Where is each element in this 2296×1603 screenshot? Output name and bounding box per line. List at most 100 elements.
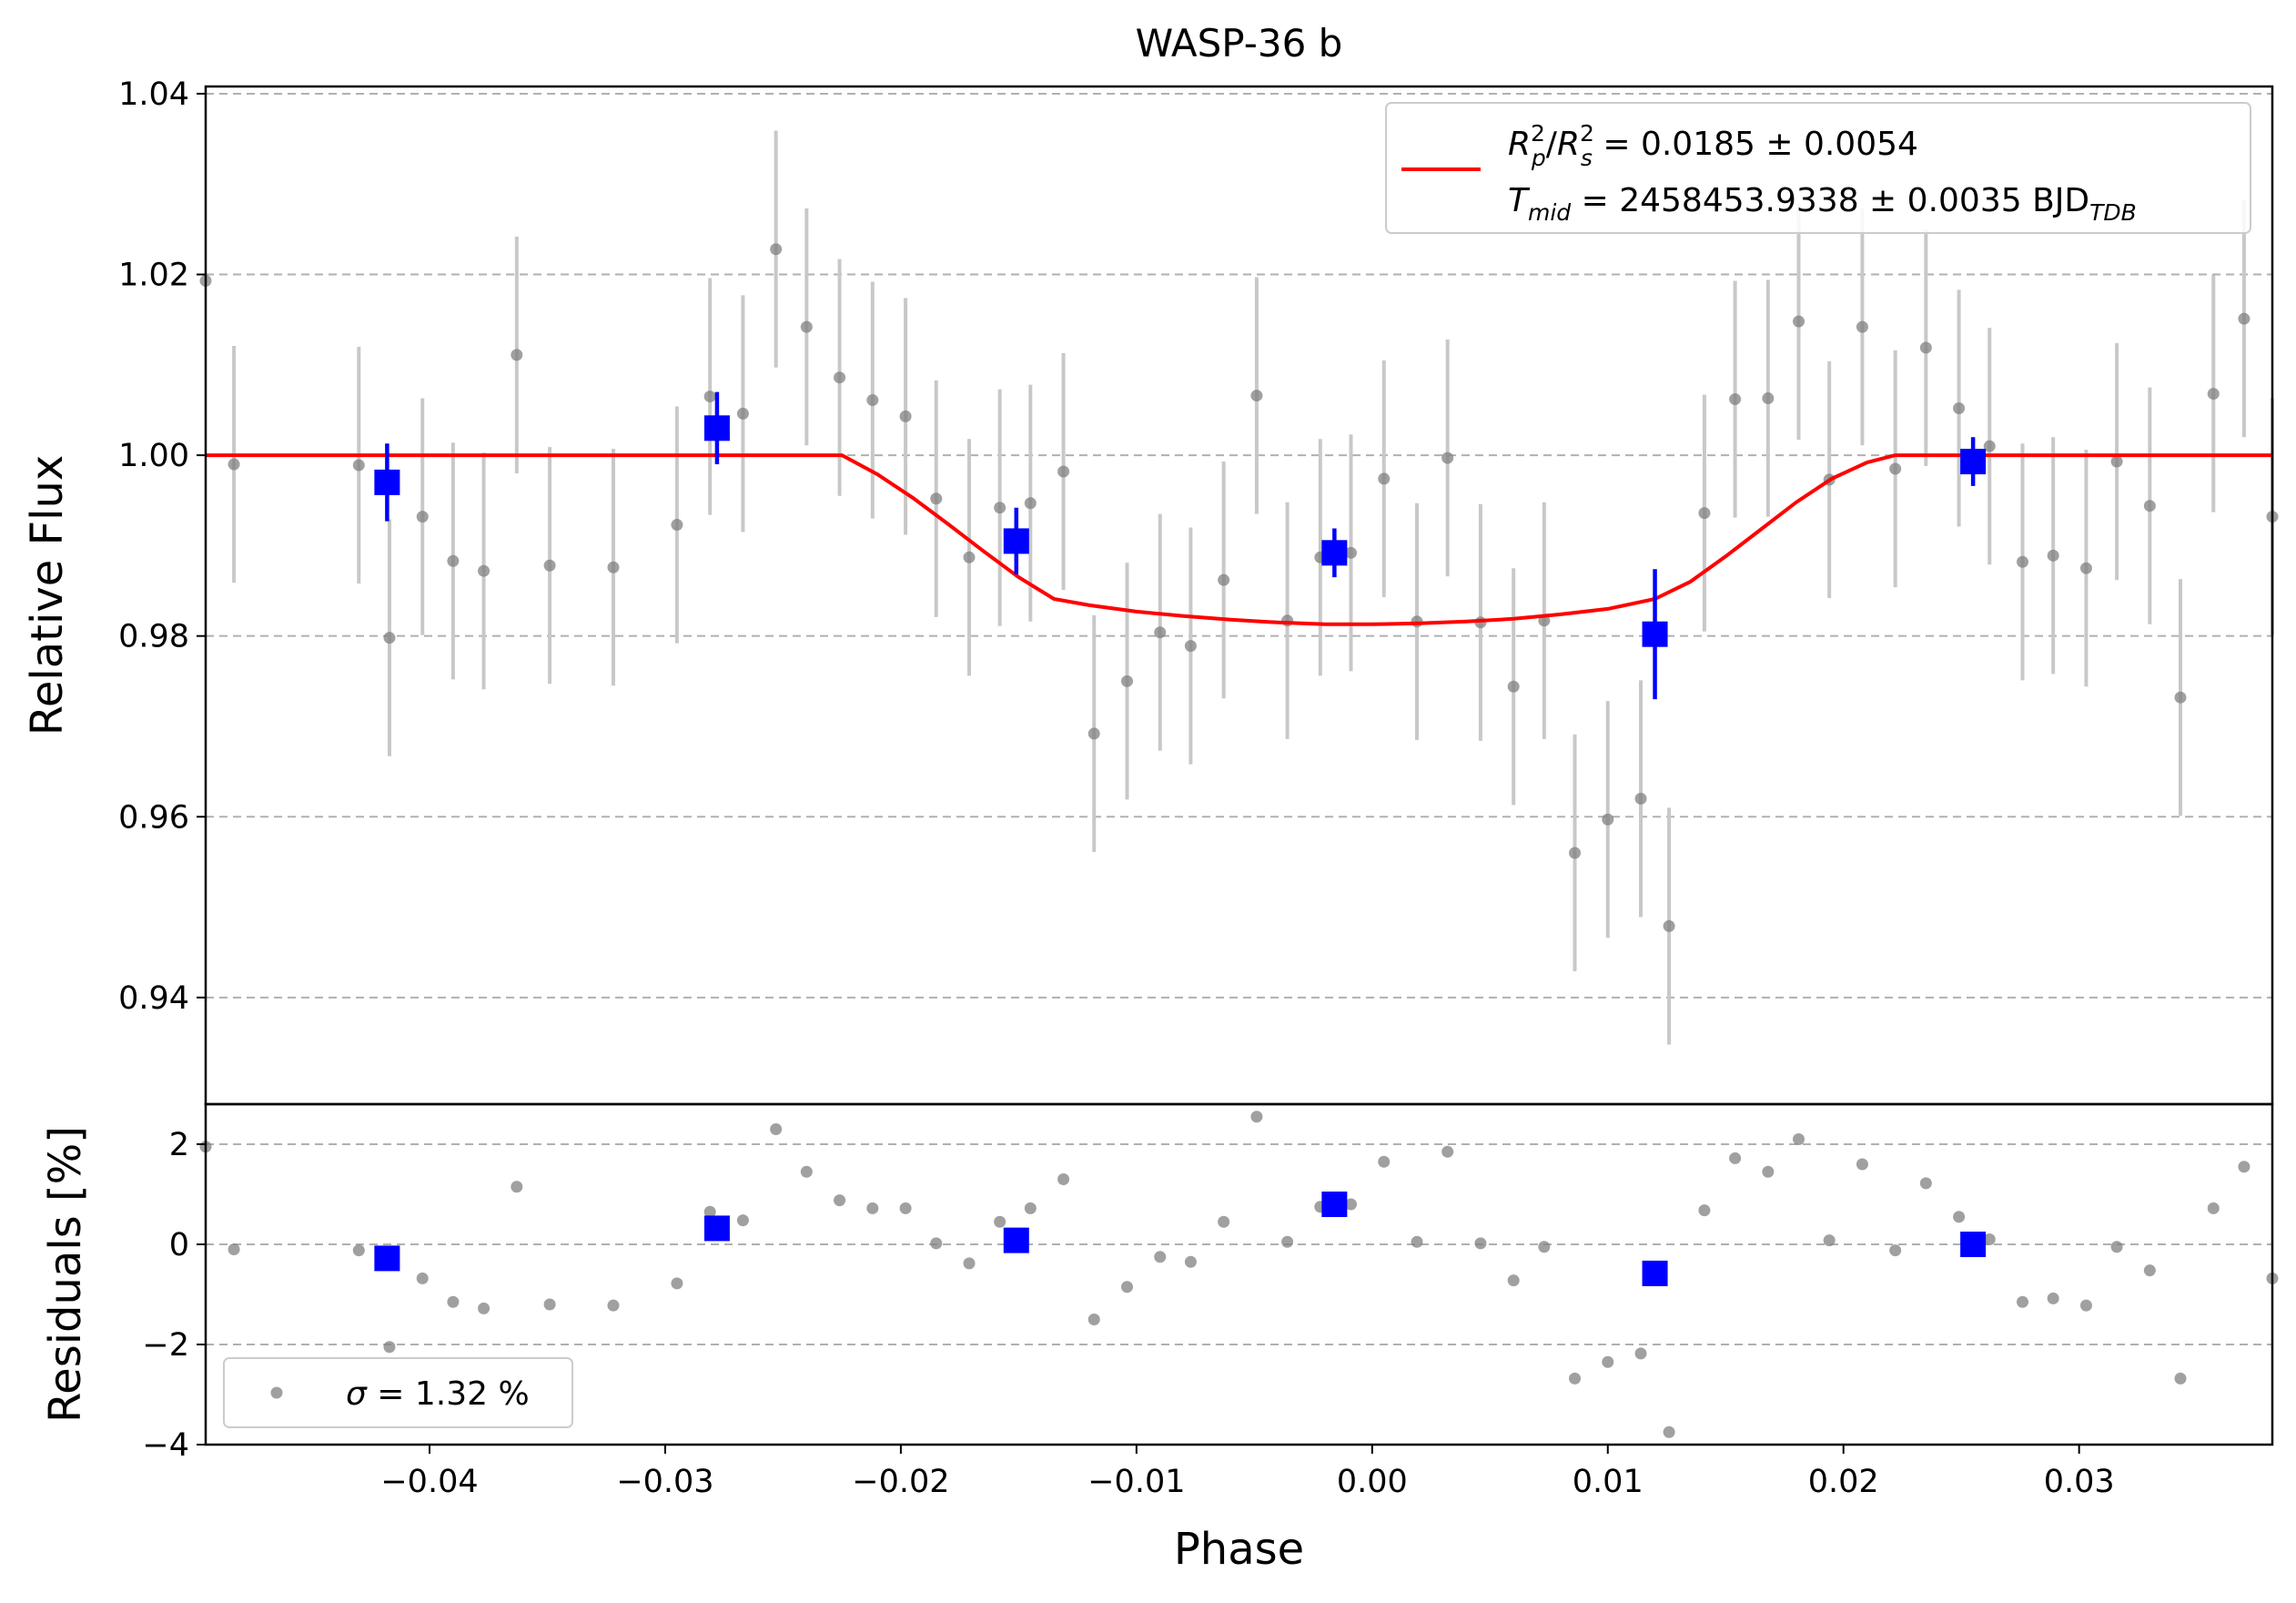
binned-point (1321, 540, 1348, 566)
residual-point (228, 1243, 240, 1255)
data-point (2207, 388, 2220, 401)
top-y-ticks: 0.94 0.96 0.98 1.00 1.02 1.04 (118, 76, 206, 1017)
residual-binned-point (1321, 1192, 1348, 1217)
data-point (2238, 312, 2250, 325)
residual-point (2110, 1241, 2123, 1253)
residual-point (1538, 1241, 1551, 1253)
data-point (930, 492, 943, 505)
residual-point (447, 1295, 460, 1308)
legend-radius-ratio: R2 p/R2 s = 0.0185 ± 0.0054 (1508, 120, 1918, 171)
residual-point (1184, 1255, 1197, 1268)
x-tick-label: 0.02 (1808, 1464, 1879, 1500)
data-point (1378, 472, 1391, 485)
residual-binned-point (374, 1245, 400, 1272)
residual-binned-point (1960, 1232, 1987, 1257)
residual-point (834, 1194, 846, 1207)
x-tick-label: −0.02 (852, 1464, 949, 1500)
data-point (2143, 500, 2156, 512)
data-point (1569, 847, 1582, 859)
bottom-y-tick-label: 2 (169, 1127, 189, 1163)
data-point (1634, 792, 1647, 805)
data-point (1953, 401, 1966, 414)
light-curve-panel: 0.94 0.96 0.98 1.00 1.02 1.04 WASP-36 b Relat… (22, 21, 2279, 1106)
bottom-y-ticks: −4 −2 0 2 (142, 1127, 206, 1464)
residual-point (1793, 1133, 1805, 1145)
legend-rs-symbol: R (1557, 126, 1580, 163)
legend-tmid-value: = 2458453.9338 ± 0.0035 BJD (1571, 182, 2089, 219)
legend-rp-sup: 2 (1531, 120, 1545, 147)
data-point (2079, 562, 2092, 574)
bottom-y-tick-label: −2 (142, 1327, 189, 1364)
data-point (1762, 392, 1775, 405)
top-binned-points (374, 391, 1987, 700)
residual-point (1411, 1235, 1423, 1248)
residual-point (800, 1165, 813, 1178)
residual-point (2017, 1295, 2029, 1308)
data-point (1120, 675, 1133, 687)
legend-radius-value: = 0.0185 ± 0.0054 (1593, 126, 1918, 163)
data-point (834, 371, 846, 384)
data-point (447, 554, 460, 567)
residual-point (1218, 1215, 1230, 1228)
transit-model-line (206, 453, 2272, 626)
sigma-legend-box (223, 1357, 573, 1428)
data-point (1057, 465, 1070, 478)
residual-point (1919, 1177, 1932, 1190)
residual-point (1441, 1145, 1454, 1158)
residual-point (2238, 1161, 2250, 1173)
data-point (352, 459, 365, 472)
residual-point (963, 1257, 976, 1270)
residual-binned-point (703, 1215, 730, 1242)
data-point (800, 320, 813, 333)
legend-tdb-sub: TDB (2089, 199, 2137, 226)
top-y-tick-label: 0.96 (118, 799, 189, 836)
data-point (736, 407, 749, 420)
residual-point (2143, 1264, 2156, 1277)
data-point (1889, 462, 1902, 475)
residual-point (2079, 1299, 2092, 1312)
x-tick-label: 0.03 (2044, 1464, 2115, 1500)
data-point (994, 502, 1006, 514)
top-y-tick-label: 0.94 (118, 980, 189, 1017)
x-axis-label: Phase (1174, 1524, 1304, 1575)
data-point (1345, 546, 1358, 559)
residual-data-points (199, 1111, 2279, 1438)
residual-point (1634, 1347, 1647, 1360)
data-point (2110, 455, 2123, 468)
data-point (1218, 573, 1230, 586)
data-point (1087, 727, 1100, 740)
legend-t-sub: mid (1528, 199, 1571, 226)
residual-point (1823, 1234, 1836, 1247)
binned-point (703, 415, 730, 441)
residual-binned-points (374, 1192, 1987, 1286)
residual-point (1154, 1251, 1167, 1263)
data-point (228, 458, 240, 471)
data-point (2174, 691, 2187, 704)
data-point (770, 243, 783, 256)
data-point (1919, 341, 1932, 354)
residual-point (383, 1341, 396, 1354)
data-point (1698, 507, 1711, 520)
residual-point (930, 1237, 943, 1250)
data-point (1184, 640, 1197, 653)
data-point (1507, 680, 1520, 693)
residual-point (1889, 1244, 1902, 1257)
bottom-axes-frame (204, 1102, 2274, 1446)
bottom-y-tick-label: −4 (142, 1427, 189, 1464)
residual-point (1345, 1198, 1358, 1211)
binned-point (1960, 449, 1987, 475)
residual-point (1250, 1111, 1263, 1123)
data-point (963, 551, 976, 563)
residual-point (1120, 1281, 1133, 1294)
residual-point (866, 1202, 879, 1214)
residual-point (1856, 1158, 1868, 1171)
legend-rs-sub: s (1581, 145, 1593, 171)
data-point (607, 561, 620, 573)
bottom-y-tick-label: 0 (169, 1227, 189, 1263)
data-point (866, 394, 879, 407)
residual-point (1474, 1237, 1487, 1250)
residual-point (511, 1181, 523, 1193)
residual-point (671, 1277, 683, 1290)
